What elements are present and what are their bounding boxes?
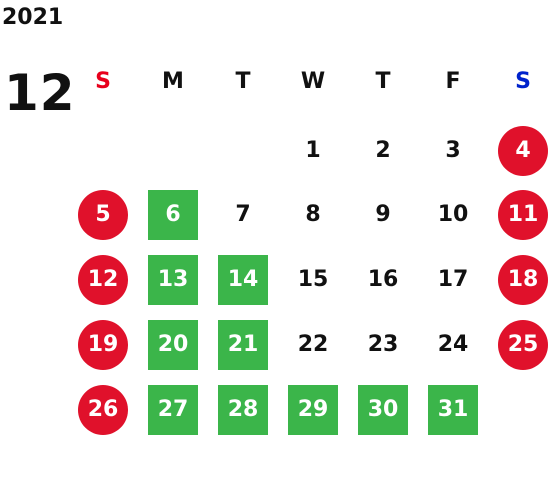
- day-31: 31: [428, 385, 478, 435]
- day-30: 30: [358, 385, 408, 435]
- day-7: 7: [235, 202, 251, 227]
- day-10: 10: [437, 202, 469, 227]
- day-25: 25: [498, 320, 548, 370]
- day-12: 12: [78, 255, 128, 305]
- day-20: 20: [148, 320, 198, 370]
- day-11: 11: [498, 190, 548, 240]
- weekday-label-sat: S: [515, 69, 531, 94]
- weekday-label-sun: S: [95, 69, 111, 94]
- weekday-label-thu: T: [375, 69, 391, 94]
- day-21: 21: [218, 320, 268, 370]
- weekday-label-tue: T: [235, 69, 251, 94]
- day-9: 9: [375, 202, 391, 227]
- day-29: 29: [288, 385, 338, 435]
- day-15: 15: [297, 267, 329, 292]
- day-6: 6: [148, 190, 198, 240]
- day-8: 8: [305, 202, 321, 227]
- weekday-label-wed: W: [300, 69, 326, 94]
- day-27: 27: [148, 385, 198, 435]
- day-26: 26: [78, 385, 128, 435]
- day-14: 14: [218, 255, 268, 305]
- weekday-label-fri: F: [445, 69, 461, 94]
- day-18: 18: [498, 255, 548, 305]
- day-22: 22: [297, 332, 329, 357]
- day-16: 16: [367, 267, 399, 292]
- day-19: 19: [78, 320, 128, 370]
- day-1: 1: [305, 138, 321, 163]
- day-17: 17: [437, 267, 469, 292]
- day-4: 4: [498, 126, 548, 176]
- weekday-label-mon: M: [162, 69, 184, 94]
- day-23: 23: [367, 332, 399, 357]
- day-5: 5: [78, 190, 128, 240]
- day-13: 13: [148, 255, 198, 305]
- day-24: 24: [437, 332, 469, 357]
- month-number: 12: [4, 64, 76, 122]
- day-3: 3: [445, 138, 461, 163]
- year-label: 2021: [2, 5, 64, 30]
- day-2: 2: [375, 138, 391, 163]
- day-28: 28: [218, 385, 268, 435]
